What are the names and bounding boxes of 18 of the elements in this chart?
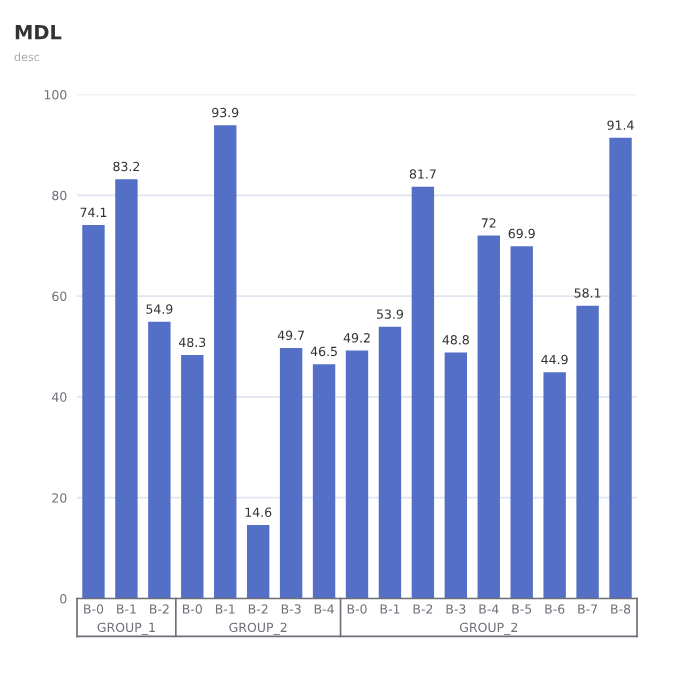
bar bbox=[378, 326, 402, 599]
bar bbox=[312, 364, 336, 599]
bar bbox=[510, 246, 533, 599]
bar bbox=[82, 225, 105, 599]
bar bbox=[246, 524, 270, 599]
bar bbox=[345, 350, 369, 599]
bar bbox=[411, 186, 435, 599]
bar bbox=[576, 305, 599, 599]
bar bbox=[115, 179, 138, 599]
bar bbox=[148, 321, 171, 599]
bar bbox=[543, 372, 566, 599]
bar bbox=[181, 355, 204, 599]
bar bbox=[609, 137, 632, 599]
bar bbox=[214, 125, 237, 599]
bar bbox=[477, 235, 500, 599]
bar bbox=[279, 348, 303, 599]
bar bbox=[444, 352, 468, 599]
chart-title: MDL bbox=[15, 25, 62, 40]
